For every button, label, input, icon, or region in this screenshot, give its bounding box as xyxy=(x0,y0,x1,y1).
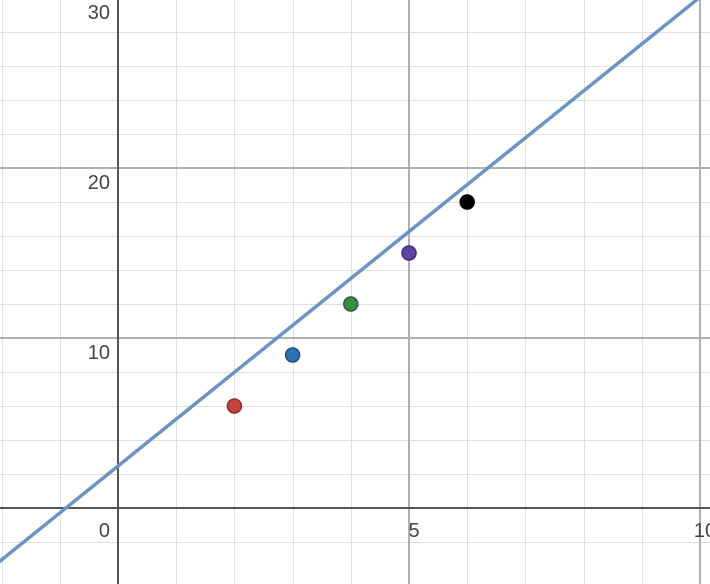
regression-line xyxy=(0,0,710,569)
data-point xyxy=(402,246,416,260)
data-point xyxy=(344,297,358,311)
data-point xyxy=(460,195,474,209)
plot-svg xyxy=(0,0,710,584)
data-point xyxy=(227,399,241,413)
data-point xyxy=(286,348,300,362)
chart-plot-area: 1020300510 xyxy=(0,0,710,584)
